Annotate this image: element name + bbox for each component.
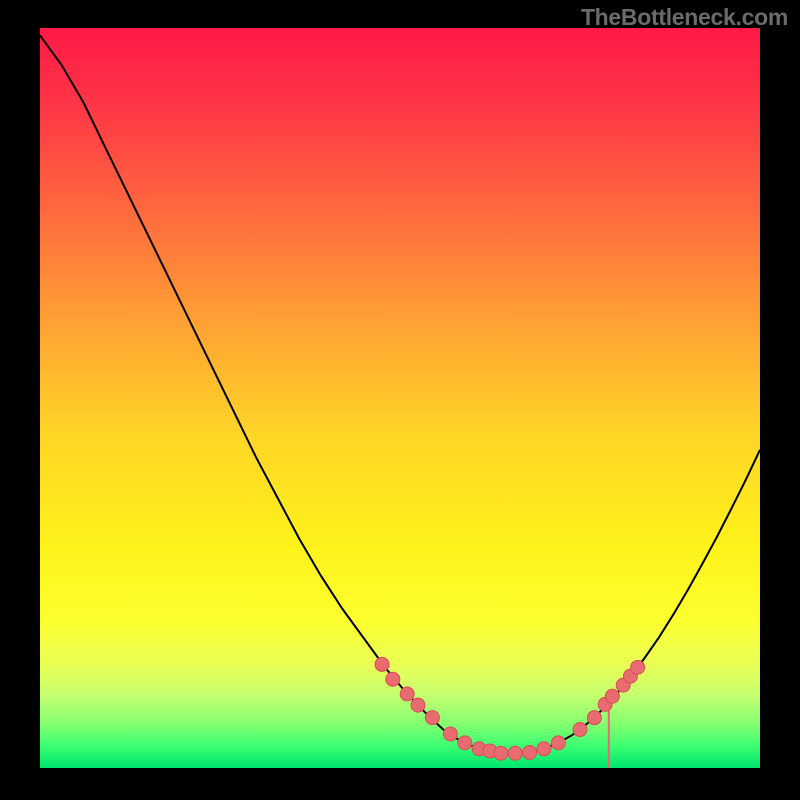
data-marker xyxy=(551,736,565,750)
data-marker xyxy=(508,746,522,760)
data-marker xyxy=(631,660,645,674)
bottleneck-curve-chart xyxy=(0,0,800,800)
data-marker xyxy=(425,711,439,725)
data-marker xyxy=(605,689,619,703)
data-marker xyxy=(587,711,601,725)
chart-container: { "watermark": "TheBottleneck.com", "cha… xyxy=(0,0,800,800)
data-marker xyxy=(523,745,537,759)
data-marker xyxy=(443,727,457,741)
plot-background xyxy=(40,28,760,768)
data-marker xyxy=(400,687,414,701)
watermark-text: TheBottleneck.com xyxy=(581,4,788,31)
data-marker xyxy=(411,698,425,712)
data-marker xyxy=(386,672,400,686)
data-marker xyxy=(573,723,587,737)
data-marker xyxy=(375,657,389,671)
data-marker xyxy=(458,736,472,750)
data-marker xyxy=(537,742,551,756)
data-marker xyxy=(494,746,508,760)
